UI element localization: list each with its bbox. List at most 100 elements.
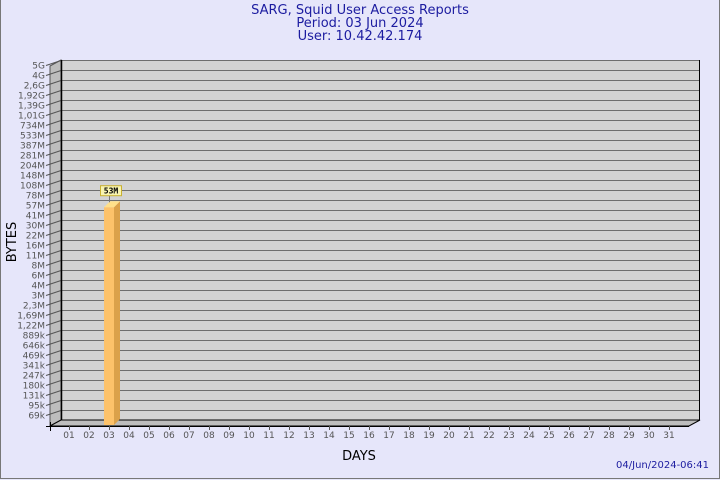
y-tick <box>45 80 62 86</box>
y-tick <box>45 320 62 326</box>
x-tick-label: 23 <box>503 431 514 441</box>
y-tick <box>45 100 62 106</box>
y-tick <box>45 210 62 216</box>
y-tick <box>45 390 62 396</box>
y-tick-label: 95k <box>28 402 45 412</box>
x-tick-label: 28 <box>603 431 615 441</box>
y-tick-label: 16M <box>26 242 45 252</box>
x-tick-label: 09 <box>223 431 235 441</box>
x-tick-label: 15 <box>343 431 354 441</box>
y-tick <box>45 380 62 386</box>
y-tick <box>45 280 62 286</box>
y-tick <box>45 90 62 96</box>
y-tick-label: 30M <box>26 222 45 232</box>
y-tick <box>45 240 62 246</box>
y-tick <box>45 140 62 146</box>
y-tick-label: 1,39G <box>18 102 45 112</box>
y-tick <box>45 180 62 186</box>
x-tick-label: 21 <box>463 431 474 441</box>
bar-value-label: 53M <box>104 187 119 196</box>
x-tick-label: 02 <box>83 431 94 441</box>
y-tick-label: 1,69M <box>17 312 45 322</box>
x-tick-label: 11 <box>263 431 274 441</box>
chart-period: Period: 03 Jun 2024 <box>296 16 424 31</box>
y-tick-label: 341k <box>23 362 46 372</box>
bar-label-box <box>100 185 122 197</box>
y-tick <box>45 310 62 316</box>
y-tick-label: 11M <box>26 252 45 262</box>
y-tick <box>45 250 62 256</box>
y-tick-label: 646k <box>23 342 46 352</box>
x-tick-label: 26 <box>563 431 575 441</box>
y-tick <box>45 370 62 376</box>
y-tick <box>45 260 62 266</box>
y-tick <box>45 270 62 276</box>
y-tick <box>45 110 62 116</box>
x-tick-label: 17 <box>383 431 394 441</box>
bar-front <box>104 207 114 425</box>
x-tick-label: 01 <box>63 431 74 441</box>
y-tick <box>45 400 62 406</box>
x-axis-label: DAYS <box>342 449 376 464</box>
x-tick-label: 31 <box>663 431 674 441</box>
x-tick-label: 03 <box>103 431 114 441</box>
y-tick <box>45 220 62 226</box>
x-tick-label: 22 <box>483 431 494 441</box>
y-tick <box>45 160 62 166</box>
chart-title: SARG, Squid User Access Reports <box>251 3 469 18</box>
x-tick-label: 19 <box>423 431 435 441</box>
y-tick-label: 281M <box>20 152 45 162</box>
generated-timestamp: 04/Jun/2024-06:41 <box>616 460 709 471</box>
y-tick <box>45 290 62 296</box>
y-tick-label: 533M <box>20 132 45 142</box>
y-tick-label: 387M <box>20 142 45 152</box>
y-tick-label: 131k <box>23 392 46 402</box>
y-tick-label: 889k <box>23 332 46 342</box>
y-tick <box>45 150 62 156</box>
y-axis-label: BYTES <box>5 222 20 263</box>
x-tick-label: 04 <box>123 431 135 441</box>
x-tick-label: 16 <box>363 431 375 441</box>
x-tick-label: 27 <box>583 431 594 441</box>
y-tick <box>45 410 62 416</box>
chart-user: User: 10.42.42.174 <box>297 29 423 44</box>
y-tick <box>45 350 62 356</box>
y-tick-label: 5G <box>32 62 45 72</box>
y-tick-label: 78M <box>26 192 45 202</box>
y-tick <box>45 190 62 196</box>
y-tick-label: 22M <box>26 232 45 242</box>
x-tick-label: 25 <box>543 431 554 441</box>
y-tick <box>45 120 62 126</box>
x-tick-label: 05 <box>143 431 154 441</box>
y-tick-label: 1,22M <box>17 322 45 332</box>
x-tick-label: 24 <box>523 431 535 441</box>
y-tick-label: 148M <box>20 172 45 182</box>
plot-floor <box>49 419 701 427</box>
x-tick-label: 20 <box>443 431 455 441</box>
y-tick-label: 3M <box>32 292 46 302</box>
y-tick <box>45 60 62 66</box>
y-tick-label: 2,6G <box>24 82 45 92</box>
y-tick-label: 8M <box>32 262 46 272</box>
x-tick-label: 08 <box>203 431 215 441</box>
y-tick-label: 4G <box>32 72 45 82</box>
y-tick-label: 180k <box>23 382 46 392</box>
x-tick-label: 07 <box>183 431 194 441</box>
y-tick-label: 204M <box>20 162 45 172</box>
x-tick-label: 29 <box>623 431 635 441</box>
y-tick-label: 1,01G <box>18 112 45 122</box>
x-tick-label: 13 <box>303 431 314 441</box>
y-tick-label: 4M <box>32 282 46 292</box>
bar-top <box>104 201 120 208</box>
y-tick-label: 6M <box>32 272 46 282</box>
y-tick <box>45 360 62 366</box>
y-tick-label: 69k <box>28 412 45 422</box>
y-tick-label: 1,92G <box>18 92 45 102</box>
y-tick <box>45 170 62 176</box>
bar-side <box>114 201 120 425</box>
y-tick <box>45 330 62 336</box>
y-tick-label: 57M <box>26 202 45 212</box>
y-tick-label: 2,3M <box>23 302 45 312</box>
y-tick <box>45 300 62 306</box>
y-tick <box>45 70 62 76</box>
